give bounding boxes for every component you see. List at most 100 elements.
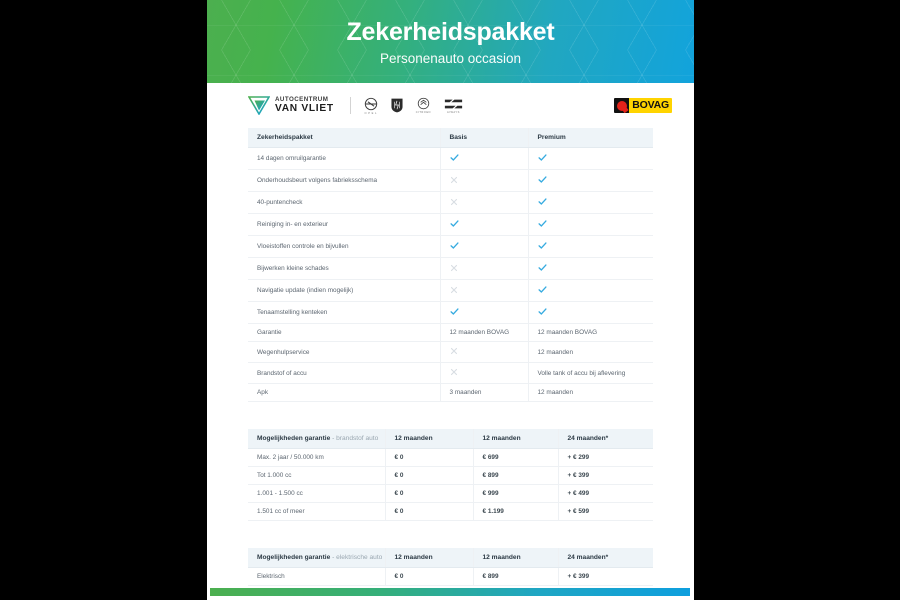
- table-row: Elektrisch € 0 € 899 + € 399: [248, 567, 653, 586]
- row-price-24m: + € 399: [557, 466, 653, 485]
- row-price-12m-basis: € 0: [384, 448, 473, 467]
- row-feature-label: Navigatie update (indien mogelijk): [248, 279, 440, 302]
- row-premium-value: [527, 147, 653, 170]
- cross-icon: [450, 198, 459, 207]
- row-basis-value: [439, 235, 528, 258]
- row-premium-value: 12 maanden: [527, 383, 653, 402]
- table-row: Wegenhulpservice 12 maanden: [248, 341, 653, 363]
- opel-logo-icon: O P E L: [364, 97, 378, 115]
- table-row: Reiniging in- en exterieur: [248, 213, 653, 236]
- row-basis-value: [439, 301, 528, 324]
- row-feature-label: Onderhoudsbeurt volgens fabrieksschema: [248, 169, 440, 192]
- row-label: Tot 1.000 cc: [248, 466, 385, 485]
- row-premium-value: Volle tank of accu bij aflevering: [527, 362, 653, 384]
- table-row: Onderhoudsbeurt volgens fabrieksschema: [248, 169, 653, 192]
- row-label: Elektrisch: [248, 567, 385, 586]
- row-price-12m-premium: € 999: [472, 484, 558, 503]
- dealer-logo: AUTOCENTRUM VAN VLIET: [248, 96, 334, 115]
- table-header-row: Zekerheidspakket Basis Premium: [248, 128, 653, 148]
- bovag-label: BOVAG: [629, 98, 672, 113]
- check-icon: [537, 197, 547, 206]
- row-feature-label: Tenaamstelling kenteken: [248, 301, 440, 324]
- row-price-12m-premium: € 899: [472, 567, 558, 586]
- check-icon: [537, 307, 547, 316]
- dealer-name-line2: VAN VLIET: [275, 103, 334, 114]
- row-basis-value: [439, 147, 528, 170]
- row-price-12m-basis: € 0: [384, 466, 473, 485]
- row-feature-label: Apk: [248, 383, 440, 402]
- table-row: Vloeistoffen controle en bijvullen: [248, 235, 653, 258]
- cross-icon: [450, 347, 459, 356]
- row-feature-label: Bijwerken kleine schades: [248, 257, 440, 280]
- table-header-row: Mogelijkheden garantie - brandstof auto …: [248, 429, 653, 449]
- row-price-24m: + € 499: [557, 484, 653, 503]
- table-row: 40-puntencheck: [248, 191, 653, 214]
- row-premium-value: [527, 279, 653, 302]
- column-header-premium: Premium: [527, 128, 653, 148]
- check-icon: [537, 263, 547, 272]
- row-basis-value: 12 maanden BOVAG: [439, 323, 528, 342]
- table-row: 14 dagen omruilgarantie: [248, 147, 653, 170]
- row-price-24m: + € 599: [557, 502, 653, 521]
- footer-gradient-bar: [210, 588, 690, 596]
- column-header-basis: Basis: [439, 128, 528, 148]
- logo-bar: AUTOCENTRUM VAN VLIET O P E L: [207, 83, 694, 128]
- row-feature-label: 14 dagen omruilgarantie: [248, 147, 440, 170]
- bovag-badge: BOVAG: [614, 98, 672, 113]
- column-header-fuel-3: 24 maanden*: [557, 429, 653, 449]
- row-price-24m: + € 399: [557, 567, 653, 586]
- page-title: Zekerheidspakket: [346, 18, 555, 47]
- check-icon: [449, 219, 459, 228]
- row-feature-label: Vloeistoffen controle en bijvullen: [248, 235, 440, 258]
- check-icon: [537, 175, 547, 184]
- table-row: Garantie 12 maanden BOVAG 12 maanden BOVAG: [248, 323, 653, 342]
- row-premium-value: [527, 169, 653, 192]
- row-price-12m-premium: € 899: [472, 466, 558, 485]
- check-icon: [537, 153, 547, 162]
- check-icon: [537, 219, 547, 228]
- row-basis-value: [439, 341, 528, 363]
- row-price-12m-premium: € 1.199: [472, 502, 558, 521]
- row-premium-value: [527, 301, 653, 324]
- table-row: Brandstof of accu Volle tank of accu bij …: [248, 362, 653, 384]
- package-comparison-table: Zekerheidspakket Basis Premium 14 dagen …: [248, 128, 653, 402]
- table-row: Tot 1.000 cc € 0 € 899 + € 399: [248, 466, 653, 485]
- peugeot-logo-icon: [391, 98, 403, 114]
- row-premium-value: [527, 213, 653, 236]
- row-basis-value: [439, 279, 528, 302]
- row-label: 1.501 cc of meer: [248, 502, 385, 521]
- row-feature-label: Garantie: [248, 323, 440, 342]
- electric-warranty-table: Mogelijkheden garantie - elektrische aut…: [248, 548, 653, 586]
- hero-banner: Zekerheidspakket Personenauto occasion: [207, 0, 694, 83]
- row-feature-label: Brandstof of accu: [248, 362, 440, 384]
- table-row: Navigatie update (indien mogelijk): [248, 279, 653, 302]
- row-premium-value: [527, 235, 653, 258]
- row-price-12m-premium: € 699: [472, 448, 558, 467]
- table-row: 1.501 cc of meer € 0 € 1.199 + € 599: [248, 502, 653, 521]
- row-premium-value: [527, 191, 653, 214]
- bovag-mark-icon: [614, 98, 630, 113]
- check-icon: [537, 285, 547, 294]
- column-header-fuel-title: Mogelijkheden garantie - brandstof auto: [248, 429, 385, 449]
- row-basis-value: [439, 257, 528, 280]
- table-row: Max. 2 jaar / 50.000 km € 0 € 699 + € 299: [248, 448, 653, 467]
- table-row: 1.001 - 1.500 cc € 0 € 999 + € 499: [248, 484, 653, 503]
- aiways-logo-icon: AIWAYS: [444, 98, 463, 114]
- row-feature-label: Wegenhulpservice: [248, 341, 440, 363]
- row-feature-label: 40-puntencheck: [248, 191, 440, 214]
- citroen-logo-icon: CITROEN: [416, 97, 431, 114]
- row-price-12m-basis: € 0: [384, 567, 473, 586]
- row-price-12m-basis: € 0: [384, 484, 473, 503]
- row-premium-value: 12 maanden BOVAG: [527, 323, 653, 342]
- row-basis-value: [439, 169, 528, 192]
- row-price-12m-basis: € 0: [384, 502, 473, 521]
- check-icon: [537, 241, 547, 250]
- row-basis-value: [439, 362, 528, 384]
- table-header-row: Mogelijkheden garantie - elektrische aut…: [248, 548, 653, 568]
- column-header-fuel-1: 12 maanden: [384, 429, 473, 449]
- row-feature-label: Reiniging in- en exterieur: [248, 213, 440, 236]
- document-page: Zekerheidspakket Personenauto occasion A: [207, 0, 694, 600]
- page-subtitle: Personenauto occasion: [379, 50, 522, 66]
- column-header-electric-3: 24 maanden*: [557, 548, 653, 568]
